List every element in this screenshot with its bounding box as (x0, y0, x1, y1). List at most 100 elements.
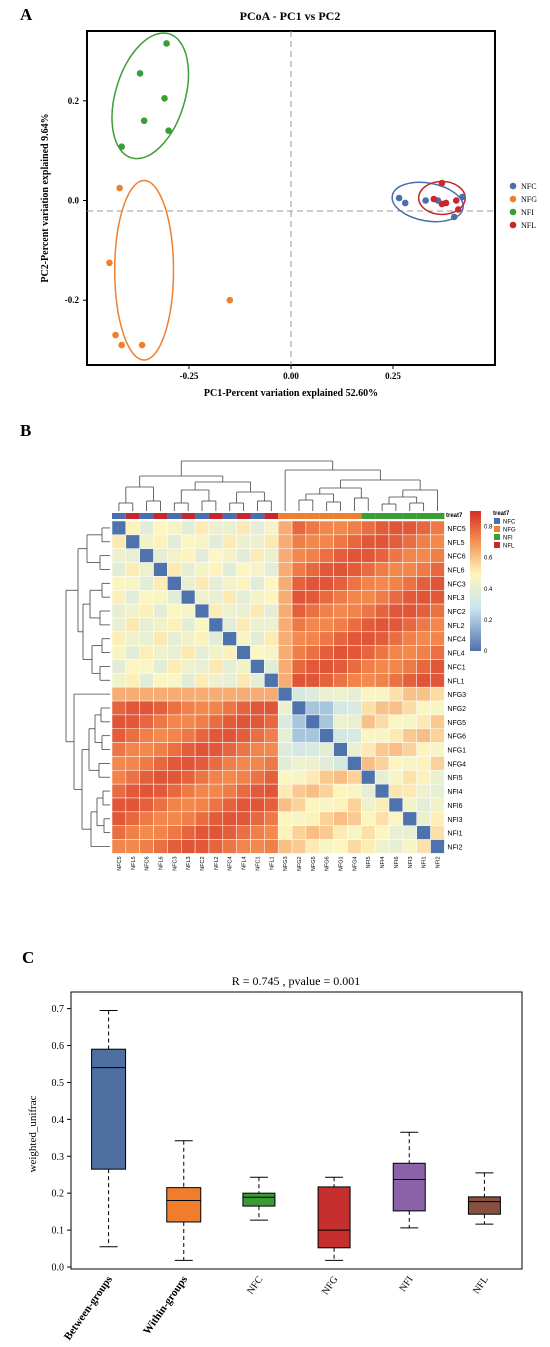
heatmap-cell (167, 797, 182, 813)
heatmap-cell (305, 603, 320, 619)
heatmap-cell (361, 797, 376, 813)
heatmap-cell (361, 811, 376, 826)
heatmap-cell (430, 617, 445, 633)
heatmap-cell (402, 714, 417, 730)
heatmap-cell (222, 825, 237, 840)
heatmap-cell (250, 520, 265, 536)
heatmap-cell (388, 631, 404, 646)
heatmap-cell (319, 728, 334, 743)
heatmap-cell (236, 839, 251, 854)
heatmap-cell (181, 811, 196, 826)
heatmap-cell (374, 645, 390, 660)
row-label: NFI2 (447, 844, 462, 851)
heatmap-cell (250, 700, 265, 716)
heatmap-cell (194, 825, 210, 840)
heatmap-cell (305, 520, 320, 536)
heatmap-cell (277, 770, 293, 785)
heatmap-cell (305, 742, 320, 757)
heatmap-cell (430, 797, 445, 813)
heatmap-cell (319, 645, 334, 660)
heatmap-cell (291, 534, 307, 549)
heatmap-cell (250, 783, 265, 799)
heatmap-cell (153, 686, 168, 702)
heatmap-cell (181, 603, 196, 619)
heatmap-cell (236, 673, 251, 688)
heatmap-cell (194, 562, 210, 577)
heatmap-cell (374, 714, 390, 730)
y-tick-label: 0.5 (52, 1078, 65, 1089)
colorbar-tick-label: 0.4 (484, 587, 493, 593)
heatmap-cell (181, 770, 196, 785)
heatmap-cell (167, 686, 182, 702)
heatmap-cell (347, 659, 362, 674)
heatmap-cell (402, 659, 417, 674)
heatmap-cell (319, 825, 334, 840)
heatmap-cell (181, 714, 196, 730)
treat-bar-segment (250, 513, 265, 519)
heatmap-cell (319, 673, 334, 688)
heatmap-cell (305, 617, 320, 633)
heatmap-cell (125, 548, 140, 563)
heatmap-cell (236, 825, 251, 840)
heatmap-cell (333, 742, 348, 757)
heatmap-cell (305, 534, 320, 549)
heatmap-cell (222, 576, 237, 591)
heatmap-cell (291, 728, 307, 743)
heatmap-cell (361, 576, 376, 591)
heatmap-cell (333, 770, 348, 785)
heatmap-cell (402, 811, 417, 826)
heatmap-cell (222, 797, 237, 813)
heatmap-cell (194, 631, 210, 646)
heatmap-cell (139, 673, 154, 688)
box-nfl (467, 1196, 501, 1215)
heatmap-cell (153, 590, 168, 605)
heatmap-cell (374, 783, 390, 799)
heatmap-cell (333, 548, 348, 563)
heatmap-cell (167, 520, 182, 536)
heatmap-cell (139, 534, 154, 549)
legend-label-nfc: NFC (503, 520, 516, 526)
point-nfi (140, 117, 148, 125)
heatmap-cell (194, 603, 210, 619)
heatmap-cell (111, 520, 127, 536)
heatmap-cell (167, 548, 182, 563)
heatmap-cell (222, 534, 237, 549)
heatmap-cell (388, 534, 404, 549)
heatmap-cell (236, 645, 251, 660)
heatmap-cell (402, 742, 417, 757)
heatmap-cell (402, 617, 417, 633)
heatmap-cell (194, 797, 210, 813)
heatmap-cell (208, 590, 224, 605)
heatmap-cell (333, 562, 348, 577)
y-tick-label: 0.7 (52, 1004, 65, 1015)
heatmap-cell (347, 645, 362, 660)
heatmap-cell (125, 617, 140, 633)
heatmap-cell (153, 839, 168, 854)
heatmap-cell (416, 686, 431, 702)
heatmap-cell (181, 825, 196, 840)
heatmap-cell (430, 811, 445, 826)
heatmap-cell (416, 811, 431, 826)
heatmap-cell (111, 825, 127, 840)
column-label: NFC3 (172, 856, 178, 870)
heatmap-cell (291, 548, 307, 563)
heatmap-cell (111, 562, 127, 577)
heatmap-cell (125, 797, 140, 813)
heatmap-cell (305, 728, 320, 743)
heatmap-cell (208, 825, 224, 840)
heatmap-cell (208, 700, 224, 716)
heatmap-cell (236, 548, 251, 563)
y-tick-label: 0.0 (52, 1263, 65, 1274)
heatmap-cell (250, 770, 265, 785)
legend-label-nfg: NFG (521, 195, 537, 204)
heatmap-cell (250, 714, 265, 730)
heatmap-cell (250, 673, 265, 688)
column-label: NFC5 (117, 856, 123, 870)
heatmap-cell (139, 811, 154, 826)
heatmap-cell (125, 576, 140, 591)
column-label: NFC1 (255, 856, 261, 870)
heatmap-cell (111, 700, 127, 716)
heatmap-cell (111, 576, 127, 591)
heatmap-cell (167, 811, 182, 826)
heatmap-cell (264, 811, 279, 826)
